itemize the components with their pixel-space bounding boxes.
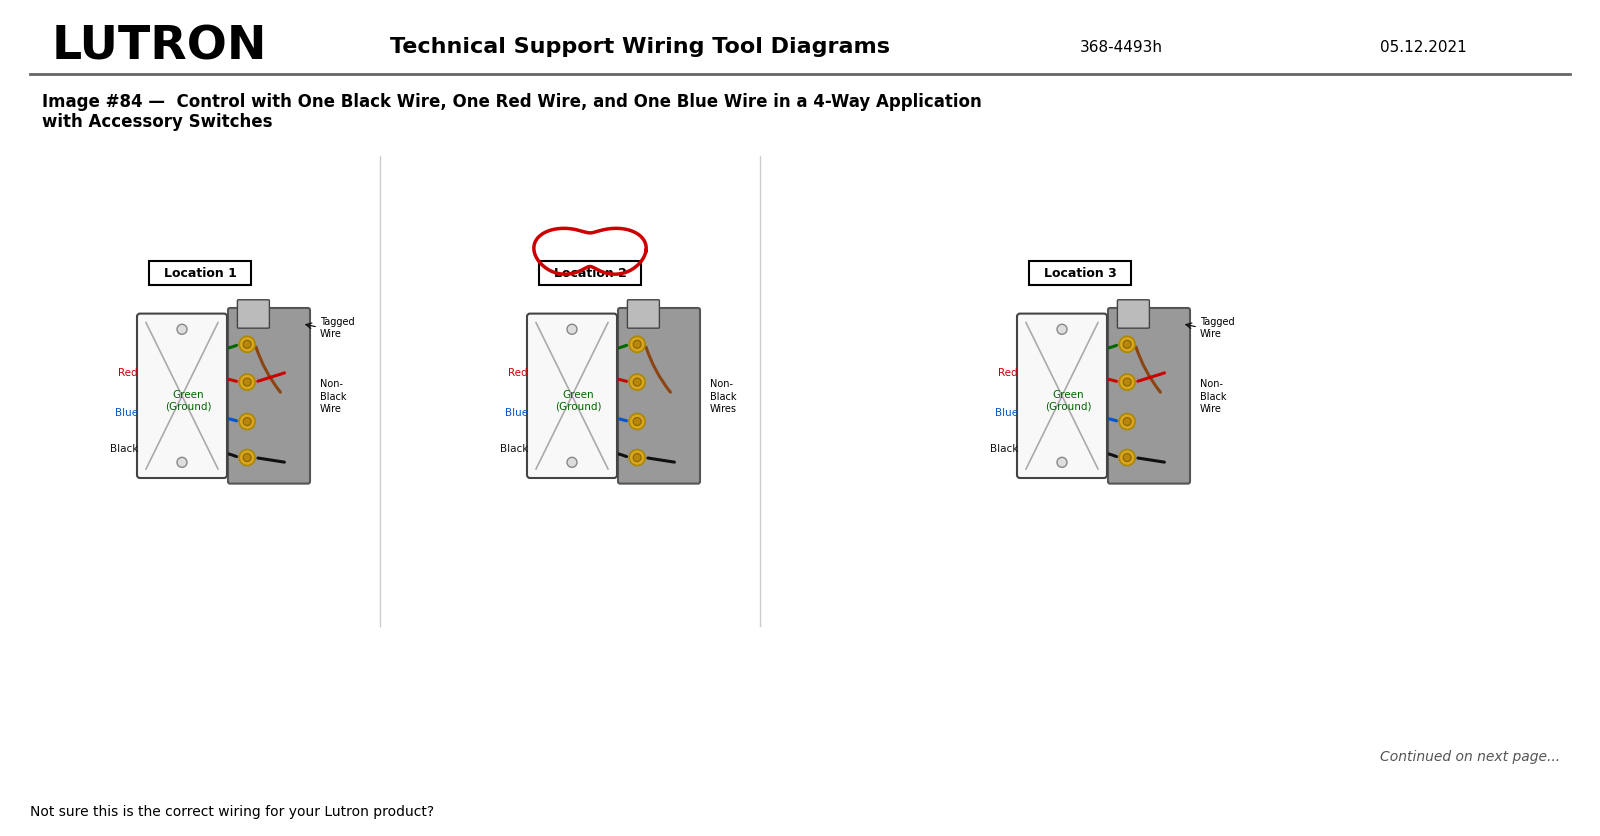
Text: Blue: Blue: [995, 407, 1018, 417]
Text: 368-4493h: 368-4493h: [1080, 39, 1163, 54]
Text: Technical Support Wiring Tool Diagrams: Technical Support Wiring Tool Diagrams: [390, 37, 890, 57]
Text: Location 1: Location 1: [163, 267, 237, 280]
Circle shape: [1058, 458, 1067, 468]
Circle shape: [1123, 418, 1131, 426]
Text: Red: Red: [998, 368, 1018, 378]
Circle shape: [1123, 454, 1131, 462]
FancyBboxPatch shape: [1018, 314, 1107, 478]
Circle shape: [238, 375, 254, 390]
Circle shape: [1123, 341, 1131, 349]
Circle shape: [1118, 414, 1134, 430]
Circle shape: [1118, 375, 1134, 390]
FancyBboxPatch shape: [1107, 308, 1190, 484]
FancyBboxPatch shape: [1029, 262, 1131, 285]
Text: Red: Red: [509, 368, 528, 378]
Circle shape: [238, 337, 254, 353]
Text: Non-
Black
Wire: Non- Black Wire: [320, 379, 347, 414]
Circle shape: [566, 458, 578, 468]
Text: Image #84 —  Control with One Black Wire, One Red Wire, and One Blue Wire in a 4: Image #84 — Control with One Black Wire,…: [42, 93, 982, 111]
Circle shape: [238, 450, 254, 466]
Text: Tagged
Wire: Tagged Wire: [1200, 317, 1235, 339]
FancyBboxPatch shape: [618, 308, 701, 484]
Text: Black: Black: [499, 443, 528, 453]
Text: Green
(Ground): Green (Ground): [1045, 390, 1091, 411]
Circle shape: [629, 337, 645, 353]
Circle shape: [1118, 450, 1134, 466]
Circle shape: [634, 454, 642, 462]
Circle shape: [566, 325, 578, 335]
Circle shape: [1058, 325, 1067, 335]
Circle shape: [243, 418, 251, 426]
Text: Green
(Ground): Green (Ground): [555, 390, 602, 411]
Circle shape: [243, 341, 251, 349]
Text: with Accessory Switches: with Accessory Switches: [42, 113, 272, 131]
Circle shape: [243, 379, 251, 386]
Circle shape: [629, 375, 645, 390]
Circle shape: [634, 379, 642, 386]
Text: Blue: Blue: [506, 407, 528, 417]
Text: 05.12.2021: 05.12.2021: [1379, 39, 1467, 54]
Circle shape: [629, 450, 645, 466]
Circle shape: [178, 325, 187, 335]
Circle shape: [1118, 337, 1134, 353]
FancyBboxPatch shape: [627, 300, 659, 329]
FancyBboxPatch shape: [526, 314, 618, 478]
Circle shape: [634, 341, 642, 349]
FancyBboxPatch shape: [138, 314, 227, 478]
FancyBboxPatch shape: [237, 300, 269, 329]
Circle shape: [629, 414, 645, 430]
Text: Location 3: Location 3: [1043, 267, 1117, 280]
Circle shape: [634, 418, 642, 426]
FancyBboxPatch shape: [229, 308, 310, 484]
Text: LUTRON: LUTRON: [51, 24, 267, 69]
Text: Non-
Black
Wire: Non- Black Wire: [1200, 379, 1227, 414]
Circle shape: [178, 458, 187, 468]
Text: Green
(Ground): Green (Ground): [165, 390, 211, 411]
FancyBboxPatch shape: [539, 262, 642, 285]
Text: Tagged
Wire: Tagged Wire: [320, 317, 355, 339]
Text: Red: Red: [118, 368, 138, 378]
Text: Black: Black: [990, 443, 1018, 453]
Text: Location 2: Location 2: [554, 267, 627, 280]
FancyBboxPatch shape: [1117, 300, 1149, 329]
Circle shape: [243, 454, 251, 462]
Circle shape: [1123, 379, 1131, 386]
Text: Non-
Black
Wires: Non- Black Wires: [710, 379, 738, 414]
Text: Black: Black: [110, 443, 138, 453]
Circle shape: [238, 414, 254, 430]
Text: Not sure this is the correct wiring for your Lutron product?: Not sure this is the correct wiring for …: [30, 804, 434, 818]
FancyBboxPatch shape: [149, 262, 251, 285]
Text: Continued on next page...: Continued on next page...: [1379, 749, 1560, 763]
Text: Blue: Blue: [115, 407, 138, 417]
